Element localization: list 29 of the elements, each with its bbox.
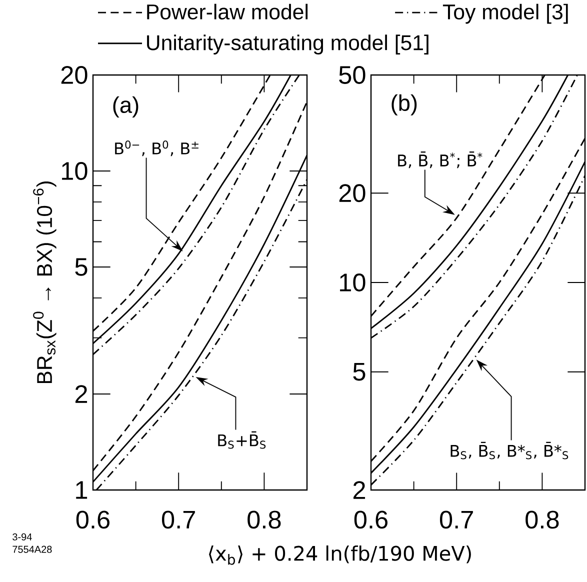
x-tick-label: 0.7 — [162, 510, 195, 529]
text: 7554A28 — [12, 546, 52, 553]
annotation: B$_{S}$, B̄$_{S}$, B*$_{S}$, B̄*$_{S}$ — [450, 442, 568, 460]
x-axis-title: ⟨x$_{b}$⟩ + 0.24 ln(fb/190 MeV) — [209, 545, 471, 565]
y-tick-label: 2 — [75, 385, 88, 403]
y-tick-label: 2 — [353, 481, 366, 499]
y-tick-label: 1 — [76, 481, 88, 499]
y-tick-label: 10 — [340, 274, 366, 292]
y-tick-label: 10 — [62, 162, 88, 180]
x-tick-label: 0.8 — [526, 510, 559, 529]
y-tick-label: 50 — [339, 66, 366, 84]
annotation: (b) — [392, 94, 417, 116]
annotation: B$^{0−}$, B$^{0}$, B$^{±}$ — [115, 140, 198, 156]
annotation: (a) — [113, 96, 138, 118]
annotation: B, B̄, B$^{*}$; B̄$^{*}$ — [398, 151, 482, 168]
legend-label: Toy model [3] — [442, 4, 568, 24]
y-tick-label: 20 — [339, 184, 366, 202]
legend-label: Power-law model — [147, 4, 308, 20]
legend-label: Unitarity-saturating model [51] — [147, 34, 428, 54]
annotation: B$_{S}$+B̄$_{S}$ — [218, 431, 266, 449]
x-tick-label: 0.8 — [248, 510, 281, 529]
y-tick-label: 5 — [75, 258, 88, 276]
x-tick-label: 0.7 — [440, 510, 473, 529]
y-tick-label: 5 — [353, 363, 366, 381]
y-tick-label: 20 — [61, 66, 88, 84]
x-tick-label: 0.6 — [354, 510, 388, 529]
y-axis-title: BR$_{sx}$(Z$^{0}$ → BX) (10$^{−6}$) — [33, 182, 56, 384]
text: 3-94 — [12, 533, 32, 540]
x-tick-label: 0.6 — [76, 510, 110, 529]
